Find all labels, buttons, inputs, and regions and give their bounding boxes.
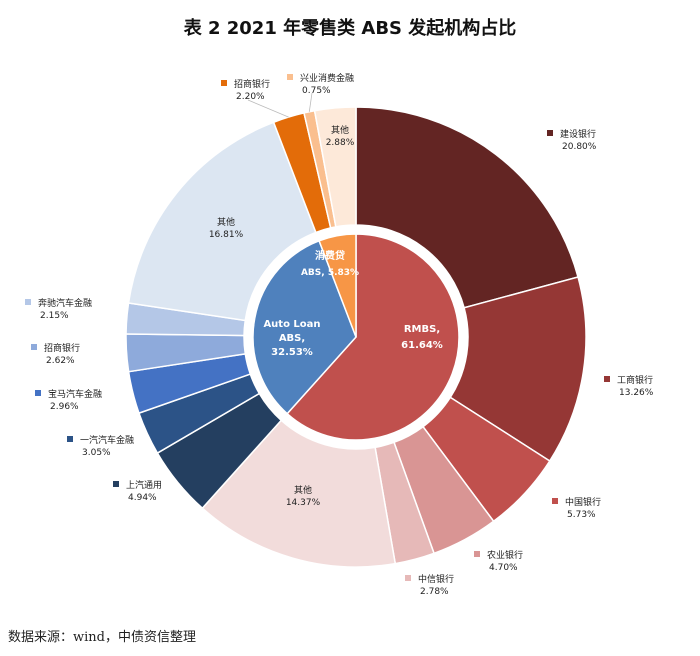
inner-slice-1 xyxy=(252,239,357,415)
inner-label-name2-1: ABS, xyxy=(279,333,305,344)
outer-label-marker-8 xyxy=(35,390,41,396)
labels: RMBS, 61.64% Auto Loan ABS, 32.53% 消费贷 ABS, 5.… xyxy=(25,72,654,597)
outer-label-value-10: 2.15% xyxy=(40,311,69,321)
outer-ring xyxy=(125,106,587,568)
outer-label-value-4: 2.78% xyxy=(420,587,449,597)
outer-label-name-2: 中国银行 xyxy=(565,496,601,508)
outer-label-value-3: 4.70% xyxy=(489,563,518,573)
outer-label-marker-7 xyxy=(67,436,73,442)
outer-label-name-12: 招商银行 xyxy=(234,78,270,90)
outer-label-value-12: 2.20% xyxy=(236,92,265,102)
outer-label-name-13: 兴业消费金融 xyxy=(300,72,354,84)
outer-label-value-1: 13.26% xyxy=(619,388,654,398)
source-note: 数据来源：wind，中债资信整理 xyxy=(8,630,196,645)
outer-label-name-0: 建设银行 xyxy=(560,128,596,140)
outer-label-value-2: 5.73% xyxy=(567,510,596,520)
inner-label-value-2: ABS, 5.83% xyxy=(301,268,359,278)
inner-label-value-1: 32.53% xyxy=(271,347,313,358)
outer-label-marker-0 xyxy=(547,130,553,136)
outer-label-name-6: 上汽通用 xyxy=(126,479,162,491)
outer-label-marker-2 xyxy=(552,498,558,504)
outer-label-marker-9 xyxy=(31,344,37,350)
inner-label-name-0: RMBS, xyxy=(404,324,440,335)
outer-label-marker-13 xyxy=(287,74,293,80)
outer-label-value-6: 4.94% xyxy=(128,493,157,503)
outer-label-marker-6 xyxy=(113,481,119,487)
outer-label-name-1: 工商银行 xyxy=(617,374,653,386)
outer-label-name-7: 一汽汽车金融 xyxy=(80,434,134,446)
outer-label-value-9: 2.62% xyxy=(46,356,75,366)
inner-label-name-2: 消费贷 xyxy=(315,249,345,262)
outer-label-value-11: 16.81% xyxy=(209,230,244,240)
outer-label-value-14: 2.88% xyxy=(326,138,355,148)
inner-ring xyxy=(252,233,460,441)
leader-lines xyxy=(247,92,313,118)
chart-title: 表 2 2021 年零售类 ABS 发起机构占比 xyxy=(183,18,517,39)
outer-label-name-11: 其他 xyxy=(217,216,235,228)
inner-slice-2 xyxy=(318,233,357,338)
outer-label-marker-10 xyxy=(25,299,31,305)
outer-label-name-3: 农业银行 xyxy=(487,549,523,561)
outer-label-marker-1 xyxy=(604,376,610,382)
outer-label-name-8: 宝马汽车金融 xyxy=(48,388,102,400)
leader-line-13 xyxy=(308,92,313,112)
outer-label-marker-3 xyxy=(474,551,480,557)
outer-label-marker-12 xyxy=(221,80,227,86)
inner-label-value-0: 61.64% xyxy=(401,340,443,351)
outer-label-value-13: 0.75% xyxy=(302,86,331,96)
outer-label-name-5: 其他 xyxy=(294,484,312,496)
outer-label-name-4: 中信银行 xyxy=(418,573,454,585)
outer-label-name-10: 奔驰汽车金融 xyxy=(38,297,92,309)
outer-label-value-5: 14.37% xyxy=(286,498,321,508)
inner-slice-0 xyxy=(286,233,460,441)
outer-label-name-9: 招商银行 xyxy=(44,342,80,354)
outer-label-value-0: 20.80% xyxy=(562,142,597,152)
outer-label-value-7: 3.05% xyxy=(82,448,111,458)
inner-label-name-1: Auto Loan xyxy=(263,319,320,330)
outer-label-value-8: 2.96% xyxy=(50,402,79,412)
leader-line-12 xyxy=(247,99,289,118)
outer-label-name-14: 其他 xyxy=(331,124,349,136)
outer-label-marker-4 xyxy=(405,575,411,581)
